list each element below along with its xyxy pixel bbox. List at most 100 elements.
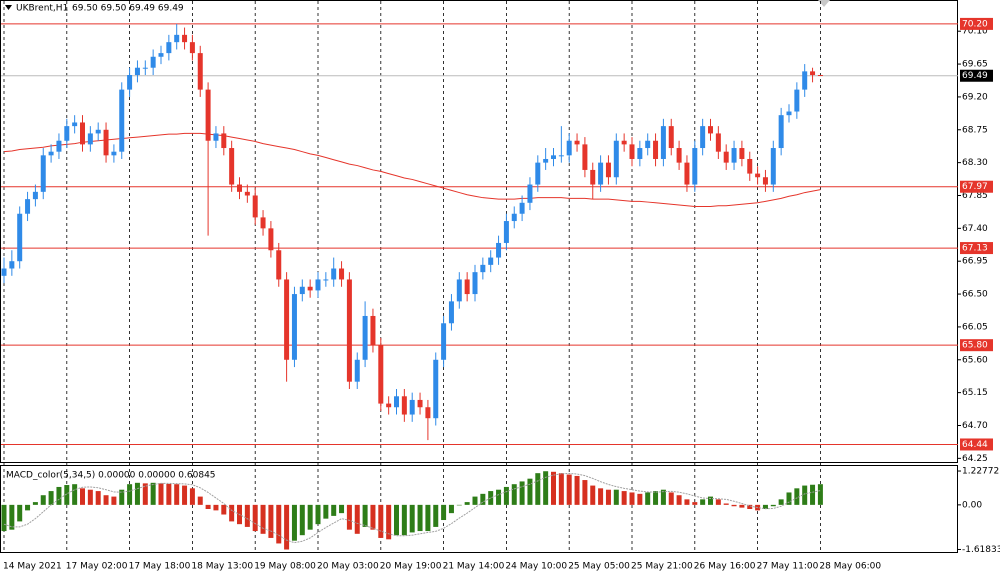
candle-body — [386, 403, 392, 408]
macd-bar — [103, 495, 109, 505]
macd-bar — [268, 504, 274, 538]
level-label: 67.97 — [962, 182, 988, 192]
y-tick-label: 65.15 — [962, 388, 988, 398]
macd-bar — [574, 475, 580, 505]
candle-body — [339, 268, 345, 280]
y-tick-label: 69.20 — [962, 92, 988, 102]
candle-body — [723, 151, 729, 163]
macd-bar — [323, 504, 329, 519]
candle-body — [621, 140, 627, 145]
macd-bar — [700, 499, 706, 505]
macd-panel-frame — [0, 465, 958, 553]
macd-bar — [17, 504, 23, 522]
candle-body — [605, 162, 611, 178]
x-tick-label: 17 May 02:00 — [66, 562, 128, 572]
level-label: 70.20 — [962, 19, 988, 29]
macd-bar — [127, 484, 133, 505]
y-tick-label: 66.05 — [962, 322, 988, 332]
macd-bar — [189, 488, 195, 505]
candle-body — [417, 399, 423, 408]
macd-bar — [802, 485, 808, 505]
candle-body — [574, 140, 580, 145]
candle-body — [354, 359, 360, 382]
candle-body — [56, 140, 62, 152]
candle-body — [448, 301, 454, 324]
x-tick-label: 19 May 08:00 — [254, 562, 316, 572]
y-tick-label: 66.50 — [962, 290, 988, 300]
macd-bar — [80, 488, 85, 505]
macd-bar — [72, 484, 78, 505]
x-tick-label: 27 May 11:00 — [757, 562, 819, 572]
candle-body — [1, 268, 7, 276]
candle-body — [182, 34, 188, 43]
macd-bar — [433, 504, 439, 527]
candle-body — [80, 122, 85, 145]
candle-body — [480, 264, 486, 273]
candle-body — [9, 261, 15, 269]
macd-bar — [645, 492, 651, 505]
macd-bar — [119, 489, 125, 505]
candle-body — [40, 155, 46, 192]
moving-average — [3, 132, 821, 207]
macd-bar — [590, 485, 596, 505]
y-tick-label: 68.30 — [962, 158, 988, 168]
candle-body — [739, 148, 745, 159]
candle-body — [488, 257, 494, 265]
macd-bar — [244, 504, 250, 527]
candle-body — [747, 158, 753, 174]
macd-bar — [174, 484, 180, 505]
main-panel-frame — [0, 0, 958, 463]
macd-bar — [543, 471, 549, 505]
macd-bar — [566, 474, 572, 505]
macd-bar — [346, 504, 352, 530]
macd-bar — [613, 489, 619, 505]
macd-bar — [205, 504, 211, 509]
macd-bar — [95, 491, 101, 505]
y-tick-label: 67.85 — [962, 191, 988, 201]
candle-body — [17, 213, 23, 262]
y-tick-label: 68.75 — [962, 125, 988, 135]
macd-bar — [629, 492, 635, 505]
level-label: 67.13 — [962, 244, 988, 254]
macd-bar — [386, 504, 392, 540]
candle-body — [276, 250, 282, 280]
level-label-box — [960, 438, 993, 451]
candle-body — [331, 268, 337, 280]
macd-bar — [150, 482, 156, 505]
candle-body — [668, 126, 674, 149]
candle-body — [315, 279, 321, 291]
macd-bar — [339, 504, 345, 514]
candle-body — [174, 34, 180, 43]
candle-body — [684, 162, 690, 185]
candle-body — [511, 213, 517, 222]
candle-body — [111, 151, 117, 156]
macd-bar — [817, 484, 823, 505]
macd-bar — [472, 496, 478, 505]
macd-bar — [56, 486, 62, 505]
macd-bar — [637, 493, 643, 505]
candle-body — [660, 126, 666, 159]
candle-body — [582, 144, 588, 170]
macd-bar — [331, 504, 337, 516]
candle-body — [441, 323, 447, 360]
symbol-menu-arrow[interactable] — [5, 5, 12, 10]
candle-body — [323, 279, 329, 281]
macd-bar — [48, 491, 54, 505]
macd-bar — [480, 493, 486, 505]
candle-body — [645, 140, 651, 149]
candle-body — [551, 155, 556, 159]
macd-bar — [653, 491, 659, 505]
candle-body — [95, 129, 101, 134]
candle-body — [299, 286, 305, 295]
macd-bar — [535, 473, 541, 505]
candle-body — [598, 162, 604, 185]
macd-bar — [142, 483, 148, 505]
y-tick-label: 64.70 — [962, 421, 988, 431]
candle-body — [237, 184, 242, 192]
candle-body — [613, 140, 619, 178]
candle-body — [25, 199, 31, 214]
macd-bar — [503, 486, 509, 505]
candle-body — [252, 195, 258, 218]
macd-bar — [425, 504, 431, 532]
